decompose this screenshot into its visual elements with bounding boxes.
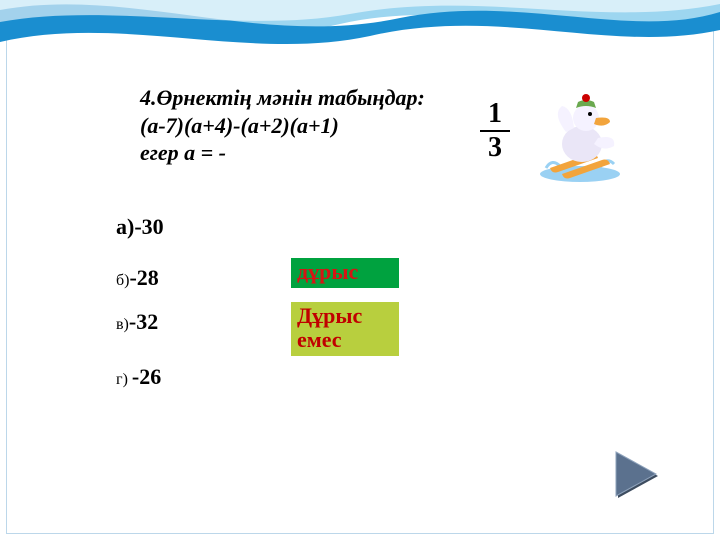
answer-g-letter: г): [116, 371, 132, 388]
answer-g-value: -26: [132, 364, 161, 389]
top-wave-decoration: [0, 0, 720, 60]
answer-a-letter: а): [116, 214, 134, 239]
question-block: 4.Өрнектің мәнін табыңдар: (а-7)(а+4)-(а…: [140, 84, 440, 167]
answer-b[interactable]: б)-28: [116, 265, 316, 290]
answer-b-value: -28: [129, 265, 158, 290]
answer-a-value: -30: [134, 214, 163, 239]
answer-v-value: -32: [129, 309, 158, 334]
question-condition-prefix: егер а = -: [140, 140, 226, 165]
answer-v-letter: в): [116, 316, 129, 333]
answers-block: а)-30 б)-28 в)-32 г) -26: [116, 214, 316, 397]
fraction-denominator: 3: [477, 134, 513, 162]
next-arrow-button[interactable]: [606, 446, 662, 502]
result-correct-text: дұрыс: [297, 259, 358, 284]
slide: 4.Өрнектің мәнін табыңдар: (а-7)(а+4)-(а…: [0, 0, 720, 540]
answer-v[interactable]: в)-32: [116, 309, 176, 334]
result-wrong-box: Дұрыс емес: [291, 302, 399, 356]
result-correct-box: дұрыс: [291, 258, 399, 288]
play-arrow-icon: [606, 446, 662, 502]
wave-svg: [0, 0, 720, 60]
fraction-one-third: 1 3: [477, 100, 513, 162]
answer-a[interactable]: а)-30: [116, 214, 316, 239]
question-title: 4.Өрнектің мәнін табыңдар:: [140, 85, 425, 110]
skiing-duck-clipart: [532, 88, 628, 184]
answer-g[interactable]: г) -26: [116, 364, 176, 389]
fraction-numerator: 1: [477, 100, 513, 128]
question-expression: (а-7)(а+4)-(а+2)(а+1): [140, 113, 339, 138]
answer-b-letter: б): [116, 272, 129, 289]
result-wrong-text: Дұрыс емес: [297, 303, 362, 352]
